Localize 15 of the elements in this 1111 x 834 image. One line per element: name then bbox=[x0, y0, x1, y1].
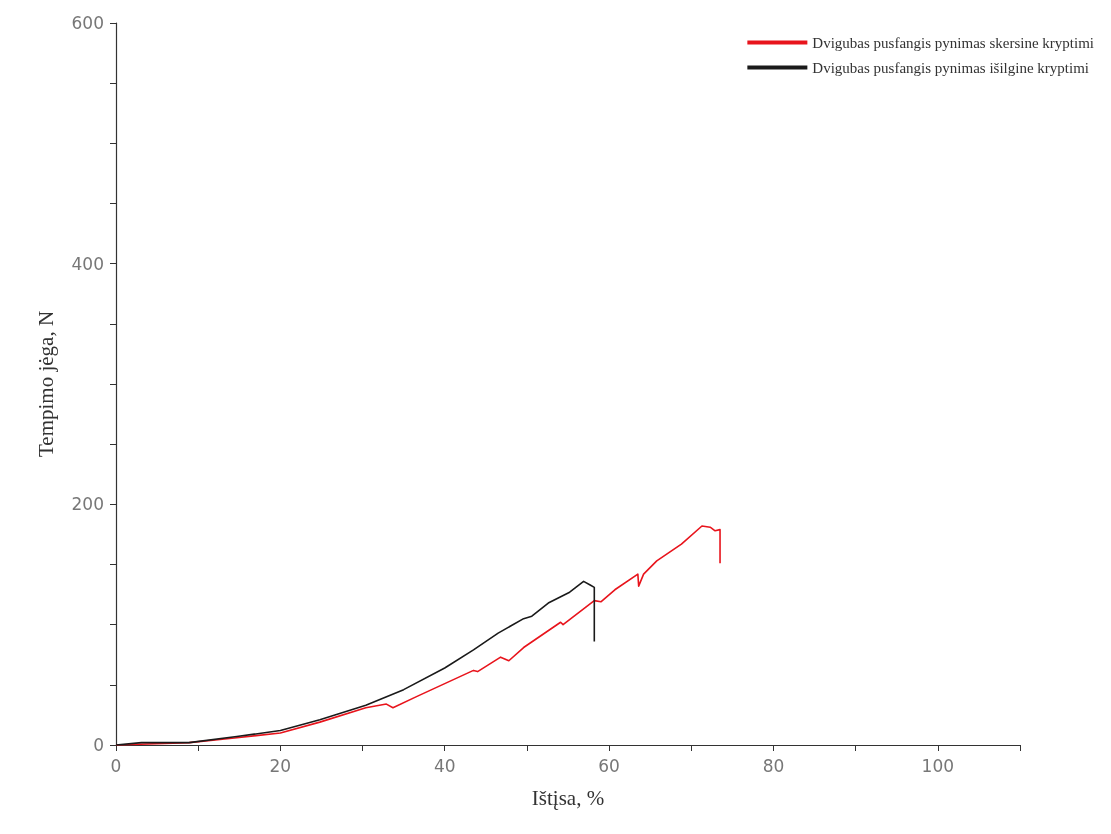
x-tick-label: 80 bbox=[762, 755, 785, 776]
x-tick-label: 20 bbox=[269, 755, 292, 776]
x-tick-label: 40 bbox=[433, 755, 456, 776]
legend-label: Dvigubas pusfangis pynimas skersine kryptimi bbox=[812, 34, 1094, 51]
y-tick-label: 600 bbox=[71, 13, 104, 33]
y-tick-label: 200 bbox=[71, 494, 104, 515]
x-tick-label: 0 bbox=[110, 755, 122, 776]
x-tick-label: 100 bbox=[921, 755, 955, 776]
legend-label: Dvigubas pusfangis pynimas išilgine kryptimi bbox=[812, 59, 1090, 76]
y-tick-label: 0 bbox=[93, 735, 104, 755]
x-tick-label: 60 bbox=[598, 755, 620, 776]
x-axis-title: Ištįsa, % bbox=[531, 785, 605, 810]
line-series bbox=[115, 580, 596, 746]
y-axis-title: Tempimo jėga, N bbox=[33, 310, 58, 458]
y-tick-label: 400 bbox=[71, 253, 104, 274]
